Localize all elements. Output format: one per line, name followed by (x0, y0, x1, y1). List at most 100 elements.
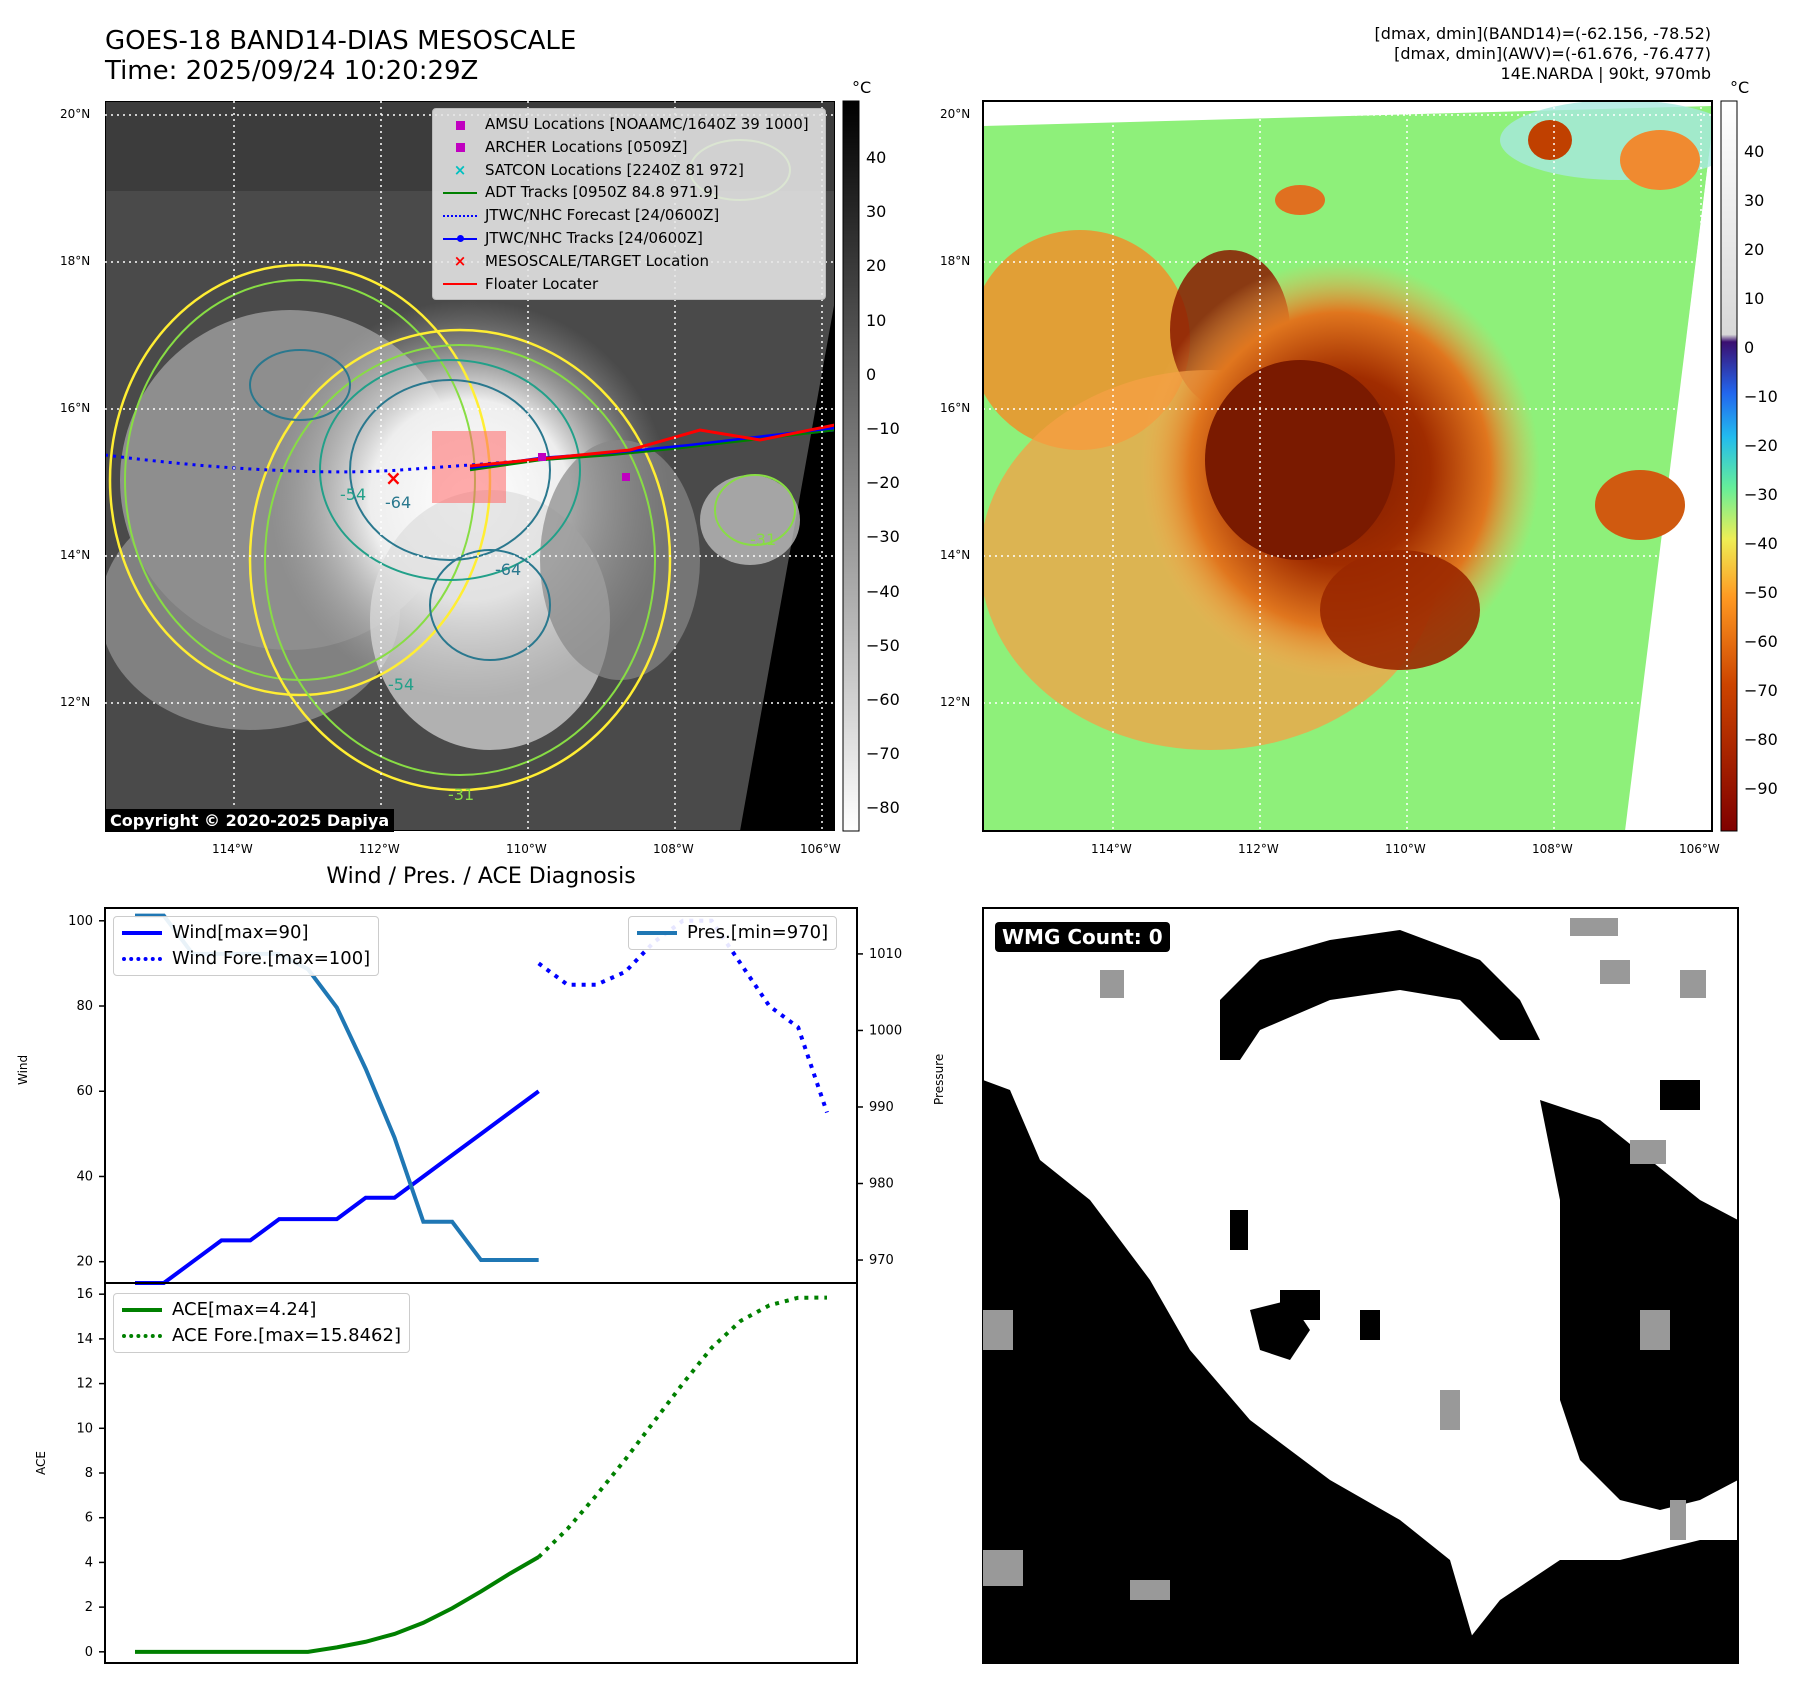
ir-legend: AMSU Locations [NOAAMC/1640Z 39 1000] ARC… (432, 108, 826, 300)
legend-swatch: × (453, 161, 467, 180)
contour-label: -31 (448, 785, 474, 804)
figure-title: GOES-18 BAND14-DIAS MESOSCALE Time: 2025… (105, 26, 576, 86)
y-tick-label: 100 (68, 914, 93, 929)
copyright-label: Copyright © 2020-2025 Dapiya (105, 809, 395, 832)
awv-colorbar-tick: 40 (1744, 142, 1765, 161)
legend-swatch (443, 230, 477, 248)
awv-colorbar-tick: 20 (1744, 240, 1765, 259)
ir-east-cell (700, 475, 800, 565)
contour-blue-teal (349, 379, 551, 561)
series-line-0 (135, 1555, 540, 1654)
series-line-1 (537, 1295, 828, 1559)
diagnosis-chart-title: Wind / Pres. / ACE Diagnosis (326, 864, 636, 889)
contour-label: -64 (495, 560, 521, 579)
ir-legend-item: × SATCON Locations [2240Z 81 972] (443, 161, 744, 180)
y-tick-label: 6 (85, 1511, 93, 1526)
wmg-panel (982, 907, 1739, 1664)
chart-legend-item: ACE Fore.[max=15.8462] (122, 1323, 401, 1349)
chart-legend-item: ACE[max=4.24] (122, 1297, 401, 1323)
ir-colorbar-tick: −10 (866, 419, 900, 438)
wind-axis-label: Wind (16, 1054, 30, 1085)
ir-colorbar-tick: −80 (866, 798, 900, 818)
y2-tick-label: 990 (869, 1100, 894, 1115)
legend-swatch (443, 138, 477, 156)
y-tick-label: 20 (76, 1255, 93, 1270)
y2-tick-label: 970 (869, 1253, 894, 1268)
chart-legend-item: Pres.[min=970] (637, 920, 828, 946)
legend-swatch (122, 1334, 162, 1338)
ir-colorbar (842, 100, 860, 832)
ir-lon-label: 112°W (359, 842, 400, 856)
awv-colorbar (1720, 100, 1738, 832)
floater-track (469, 423, 835, 468)
ir-colorbar-tick: −40 (866, 581, 900, 601)
ir-legend-item: Floater Locater (443, 275, 598, 293)
legend-swatch (122, 957, 162, 961)
chart-legend-item: Wind Fore.[max=100] (122, 946, 370, 972)
title-line-1: GOES-18 BAND14-DIAS MESOSCALE (105, 26, 577, 56)
awv-lat-label: 20°N (940, 107, 971, 121)
legend-label: JTWC/NHC Tracks [24/0600Z] (485, 229, 703, 247)
contour-label: -54 (340, 485, 366, 504)
awv-image-panel (982, 100, 1713, 832)
title-line-2: Time: 2025/09/24 10:20:29Z (105, 56, 479, 86)
ir-colorbar-tick: −60 (866, 690, 900, 709)
legend-label: Wind[max=90] (172, 922, 309, 943)
y2-tick-label: 1010 (869, 947, 902, 962)
awv-lon-label: 114°W (1091, 842, 1132, 856)
y-tick-label: 12 (76, 1377, 93, 1392)
legend-label: JTWC/NHC Forecast [24/0600Z] (485, 206, 720, 225)
ir-legend-item: ADT Tracks [0950Z 84.8 971.9] (443, 183, 719, 201)
awv-lon-label: 110°W (1385, 842, 1426, 856)
pressure-legend: Pres.[min=970] (628, 916, 838, 950)
pressure-axis-label: Pressure (932, 1053, 946, 1105)
awv-gridlines (983, 101, 1712, 831)
awv-lon-label: 108°W (1532, 842, 1573, 856)
ir-legend-item: JTWC/NHC Forecast [24/0600Z] (443, 206, 719, 224)
awv-colorbar-tick: −70 (1744, 681, 1778, 700)
contour-teal (319, 359, 581, 581)
wmg-black-regions (983, 930, 1738, 1663)
y-tick-label: 60 (76, 1084, 93, 1099)
awv-lat-label: 14°N (940, 548, 971, 562)
contour-yellow-storm (248, 328, 672, 792)
y2-tick-label: 980 (869, 1177, 894, 1192)
ir-colorbar-tick: 20 (866, 256, 887, 276)
contour-lightgreen-storm (264, 344, 656, 776)
ir-legend-item: JTWC/NHC Tracks [24/0600Z] (443, 229, 703, 248)
y2-tick-label: 1000 (869, 1023, 902, 1038)
y-tick-label: 16 (76, 1287, 93, 1302)
ir-colorbar-tick: −70 (866, 744, 900, 764)
ir-colorbar-tick: 0 (866, 364, 877, 384)
ir-lon-label: 108°W (653, 842, 694, 856)
y-tick-label: 2 (85, 1600, 93, 1615)
ace-legend: ACE[max=4.24] ACE Fore.[max=15.8462] (113, 1293, 410, 1353)
legend-swatch (443, 283, 477, 286)
series-line-0 (135, 1089, 540, 1285)
ir-colorbar-tick: −30 (866, 527, 900, 547)
awv-north-cell-2 (1528, 120, 1572, 160)
ir-lat-label: 20°N (60, 107, 91, 121)
contour-label: -31 (750, 530, 776, 549)
legend-label: ACE Fore.[max=15.8462] (172, 1325, 401, 1346)
awv-eyewall (1205, 360, 1395, 560)
legend-swatch (122, 931, 162, 935)
ir-lon-label: 106°W (800, 842, 841, 856)
y-tick-label: 40 (76, 1169, 93, 1184)
legend-swatch: × (453, 252, 467, 271)
y-tick-label: 10 (76, 1421, 93, 1436)
ir-lat-label: 18°N (60, 254, 91, 268)
chart-legend-item: Wind[max=90] (122, 920, 370, 946)
amsu-marker (622, 473, 630, 481)
awv-lat-label: 16°N (940, 401, 971, 415)
contour-west (249, 349, 351, 421)
awv-colorbar-tick: 0 (1744, 338, 1755, 357)
ir-colorbar-unit: °C (852, 78, 872, 97)
awv-northeast-cell (1620, 130, 1700, 190)
info-line-3: 14E.NARDA | 90kt, 970mb (1500, 64, 1711, 83)
ace-chart: 0 2 4 6 8 10 12 14 16 (76, 1282, 858, 1664)
awv-lat-label: 12°N (940, 695, 971, 709)
ir-east-cloud (540, 440, 700, 680)
awv-colorbar-tick: −20 (1744, 436, 1778, 455)
awv-colorbar-tick: −50 (1744, 583, 1778, 602)
